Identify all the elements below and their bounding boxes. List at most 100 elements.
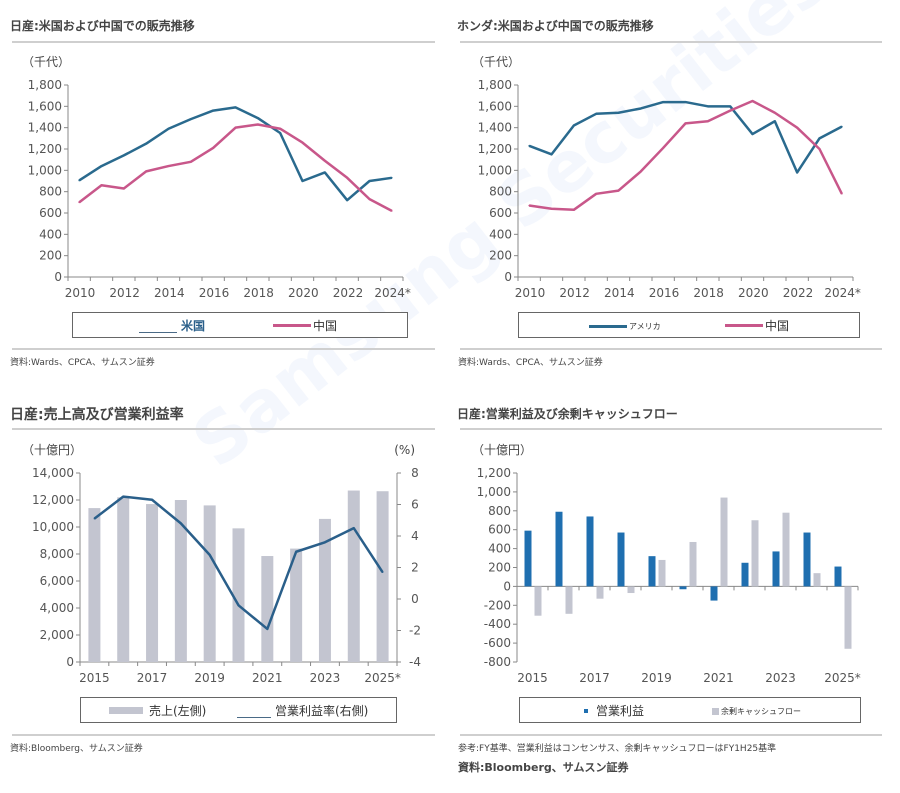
legend-item-us: 米国 xyxy=(139,317,205,334)
fcf-bar xyxy=(813,573,821,587)
sales-bar xyxy=(376,491,389,662)
sales-bar xyxy=(146,504,159,662)
divider xyxy=(12,428,435,430)
nissan-revenue-chart: （十億円） (%) 0 2,000 4,000 6,000 8,000 10,000 12,00… xyxy=(22,443,421,685)
legend-sales-label: 売上(左側) xyxy=(149,704,207,718)
y-tick-label: 1,000 xyxy=(477,485,511,499)
data-point xyxy=(707,105,709,108)
legend-china-swatch xyxy=(725,324,763,327)
x-tick-label: 2017 xyxy=(579,671,610,685)
op-bar xyxy=(710,586,718,601)
data-point xyxy=(818,148,821,150)
fcf-bar xyxy=(658,559,666,587)
data-point xyxy=(346,177,348,179)
divider xyxy=(12,734,435,736)
y-tick-label: -200 xyxy=(484,598,511,612)
data-point xyxy=(167,165,170,167)
opm-point xyxy=(208,554,211,556)
fcf-bar xyxy=(565,586,573,614)
op-bar xyxy=(741,562,749,587)
opm-point xyxy=(324,541,326,544)
y-axis-unit-right: (%) xyxy=(394,443,415,457)
data-point xyxy=(640,170,642,173)
fcf-bar xyxy=(844,586,852,649)
y-tick-label: 600 xyxy=(39,206,62,220)
opm-point xyxy=(122,495,125,498)
y-tick-label: 1,200 xyxy=(477,466,511,480)
data-point xyxy=(346,199,348,201)
data-point xyxy=(190,118,192,120)
series-line-china xyxy=(528,99,843,212)
y-tick-label: 6,000 xyxy=(40,574,74,588)
honda-sales-legend: アメリカ 中国 xyxy=(518,312,860,338)
y-tick-label: -400 xyxy=(484,617,511,631)
legend-us-label: 米国 xyxy=(181,319,206,333)
y-tick-label: 1,400 xyxy=(28,121,62,135)
data-point xyxy=(391,177,393,179)
legend-china-label: 中国 xyxy=(313,319,338,333)
nissan-revenue-source: 資料:Bloomberg、サムスン証券 xyxy=(10,744,143,754)
data-point xyxy=(818,137,821,140)
fcf-bar xyxy=(534,586,542,616)
data-point xyxy=(234,106,237,109)
nissan-cashflow-legend: 営業利益 余剰キャッシュフロー xyxy=(519,697,861,723)
y-tick-label: 600 xyxy=(488,523,511,537)
y-axis-unit: （千代） xyxy=(22,55,70,69)
data-point xyxy=(662,101,664,103)
x-tick-label: 2010 xyxy=(65,286,96,300)
sales-bar xyxy=(174,500,187,662)
data-point xyxy=(212,109,214,112)
x-tick-label: 2019 xyxy=(194,671,225,685)
data-point xyxy=(100,184,103,187)
x-tick-label: 2012 xyxy=(109,286,140,300)
divider xyxy=(12,348,435,350)
y2-tick-label: 6 xyxy=(411,498,419,512)
data-point xyxy=(368,180,371,182)
y-tick-label: 400 xyxy=(39,227,62,241)
data-point xyxy=(595,113,597,115)
data-point xyxy=(234,126,237,129)
y-tick-label: 0 xyxy=(503,579,511,593)
opm-point xyxy=(266,628,269,630)
data-point xyxy=(796,171,798,174)
x-tick-label: 2012 xyxy=(559,286,590,300)
legend-item-china: 中国 xyxy=(273,317,337,334)
data-point xyxy=(751,100,754,102)
nissan-revenue-legend: 売上(左側) 営業利益率(右側) xyxy=(80,697,397,723)
divider xyxy=(460,734,882,736)
sales-bar xyxy=(117,497,130,662)
data-point xyxy=(774,111,776,114)
x-tick-label: 2015 xyxy=(79,671,110,685)
data-point xyxy=(324,159,326,162)
x-tick-label: 2023 xyxy=(310,671,341,685)
data-point xyxy=(617,111,620,114)
nissan-revenue-title: 日産:売上高及び営業利益率 xyxy=(10,407,184,423)
legend-china-swatch xyxy=(273,324,311,327)
data-point xyxy=(368,198,371,200)
sales-bar xyxy=(290,548,303,662)
fcf-bar xyxy=(751,520,759,587)
x-tick-label: 2016 xyxy=(199,286,230,300)
y-tick-label: 1,200 xyxy=(28,142,62,156)
data-point xyxy=(257,117,259,119)
data-point xyxy=(167,127,170,130)
y-tick-label: 800 xyxy=(489,185,512,199)
data-point xyxy=(550,153,553,156)
y-tick-label: 1,200 xyxy=(478,142,512,156)
x-tick-label: 2024* xyxy=(824,286,861,300)
data-point xyxy=(279,132,281,134)
y-tick-label: 0 xyxy=(66,655,74,669)
y-axis-unit: （十億円） xyxy=(472,443,532,457)
nissan-sales-title: 日産:米国および中国での販売推移 xyxy=(10,19,195,33)
opm-point xyxy=(352,527,355,529)
y-tick-label: 1,800 xyxy=(478,78,512,92)
op-bar xyxy=(524,530,532,587)
legend-us-label: アメリカ xyxy=(629,322,661,331)
op-bar xyxy=(555,511,563,587)
nissan-cashflow-title: 日産:営業利益及び余剰キャッシュフロー xyxy=(457,407,678,421)
legend-item-us: アメリカ xyxy=(589,321,661,332)
data-point xyxy=(729,109,731,112)
honda-sales-chart: （千代） 0 200 400 600 800 1,000 1,200 1,400 1,600 1,8… xyxy=(472,55,861,300)
x-tick-label: 2020 xyxy=(738,286,769,300)
y-tick-label: 200 xyxy=(39,249,62,263)
